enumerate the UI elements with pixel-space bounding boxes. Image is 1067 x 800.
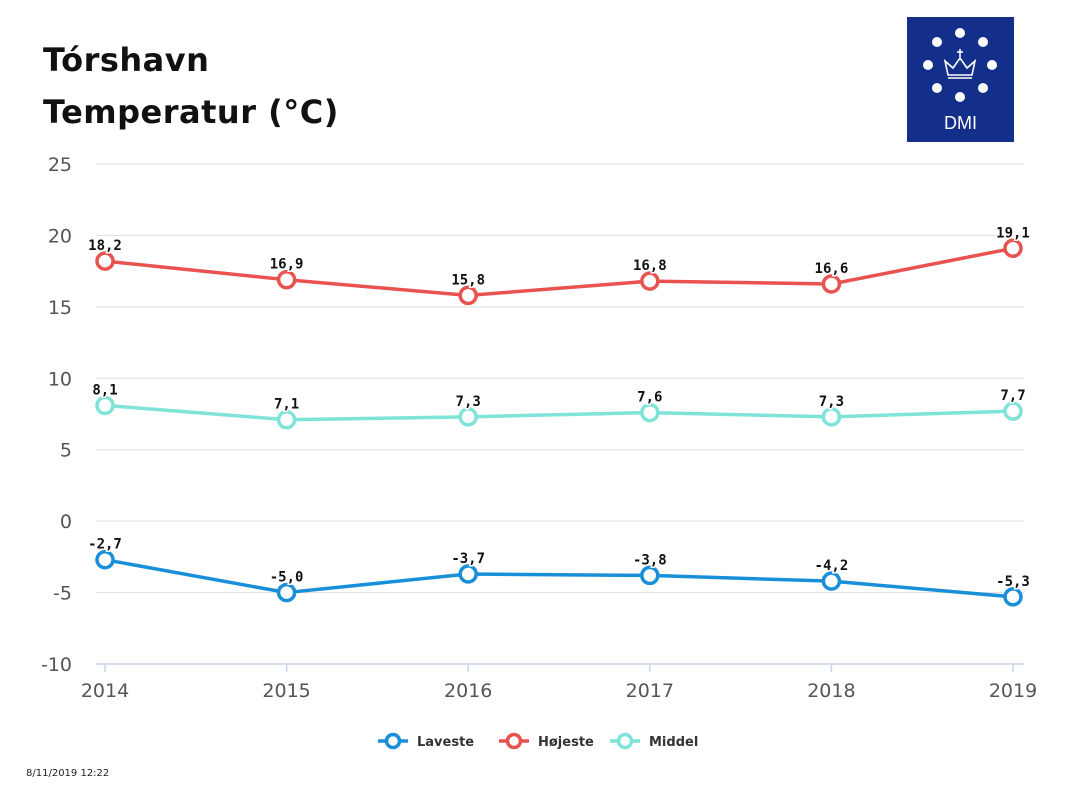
series-line-middel bbox=[104, 403, 1014, 422]
legend-label: Højeste bbox=[538, 735, 594, 750]
timestamp: 8/11/2019 12:22 bbox=[26, 768, 110, 779]
data-label: -2,7 bbox=[88, 537, 122, 553]
data-point-højeste bbox=[276, 269, 297, 290]
data-point-højeste bbox=[95, 251, 115, 271]
data-point-laveste bbox=[458, 564, 478, 584]
data-label: 16,8 bbox=[633, 258, 667, 274]
x-tick-label: 2019 bbox=[989, 680, 1037, 702]
data-point-middel bbox=[640, 402, 660, 423]
data-label: 18,2 bbox=[88, 238, 122, 254]
data-point-højeste bbox=[458, 285, 478, 306]
y-tick-label: 10 bbox=[48, 368, 72, 390]
logo-text: DMI bbox=[944, 113, 977, 133]
data-label: -4,2 bbox=[815, 558, 849, 574]
data-point-højeste bbox=[821, 274, 842, 294]
y-tick-label: 0 bbox=[60, 511, 72, 533]
data-point-laveste bbox=[276, 582, 297, 603]
legend-item-laveste[interactable]: Laveste bbox=[378, 732, 474, 751]
data-point-laveste bbox=[1003, 587, 1023, 607]
data-point-middel bbox=[95, 395, 115, 416]
data-point-middel bbox=[1003, 401, 1023, 421]
data-label: 19,1 bbox=[996, 225, 1030, 241]
legend-label: Laveste bbox=[417, 735, 474, 750]
dmi-logo: DMI bbox=[907, 17, 1014, 142]
data-label: 7,1 bbox=[274, 397, 299, 413]
data-label: 16,6 bbox=[815, 261, 849, 277]
data-point-middel bbox=[276, 409, 297, 430]
data-point-middel bbox=[821, 407, 842, 427]
data-point-middel bbox=[458, 407, 478, 427]
data-point-højeste bbox=[1003, 238, 1023, 259]
data-point-laveste bbox=[821, 571, 842, 591]
legend-marker-icon bbox=[616, 732, 634, 750]
data-label: 7,6 bbox=[637, 390, 662, 406]
data-label: 15,8 bbox=[451, 272, 485, 288]
legend-marker-icon bbox=[505, 732, 523, 750]
x-tick-label: 2016 bbox=[444, 680, 492, 702]
data-label: 7,3 bbox=[819, 394, 844, 410]
x-tick-label: 2014 bbox=[81, 680, 129, 702]
series-line-højeste bbox=[104, 246, 1014, 298]
x-tick-label: 2015 bbox=[262, 680, 310, 702]
data-point-laveste bbox=[95, 549, 115, 570]
data-label: -5,3 bbox=[996, 574, 1030, 590]
x-tick-label: 2017 bbox=[626, 680, 674, 702]
data-label: 7,7 bbox=[1000, 388, 1025, 404]
data-label: -3,8 bbox=[633, 552, 667, 568]
y-tick-label: -5 bbox=[53, 583, 72, 605]
data-point-laveste bbox=[640, 565, 660, 586]
y-tick-label: 25 bbox=[48, 154, 72, 176]
legend-marker-icon bbox=[384, 732, 402, 750]
y-tick-label: 5 bbox=[60, 440, 72, 462]
crown-logo-icon bbox=[923, 28, 997, 102]
series-line-laveste bbox=[104, 557, 1014, 599]
data-label: -5,0 bbox=[270, 570, 304, 586]
y-tick-label: -10 bbox=[41, 654, 72, 676]
title-line-1: Tórshavn bbox=[43, 41, 210, 79]
data-label: 8,1 bbox=[92, 382, 117, 398]
data-point-højeste bbox=[640, 271, 660, 291]
y-tick-label: 20 bbox=[48, 225, 72, 247]
legend-label: Middel bbox=[649, 735, 698, 750]
legend-item-højeste[interactable]: Højeste bbox=[499, 732, 594, 751]
title-line-2: Temperatur (°C) bbox=[43, 93, 339, 131]
data-label: 7,3 bbox=[456, 394, 481, 410]
legend-item-middel[interactable]: Middel bbox=[610, 732, 698, 751]
chart-title: Tórshavn Temperatur (°C) bbox=[43, 34, 339, 138]
data-label: -3,7 bbox=[451, 551, 485, 567]
y-tick-label: 15 bbox=[48, 297, 72, 319]
x-tick-label: 2018 bbox=[807, 680, 855, 702]
data-label: 16,9 bbox=[270, 257, 304, 273]
